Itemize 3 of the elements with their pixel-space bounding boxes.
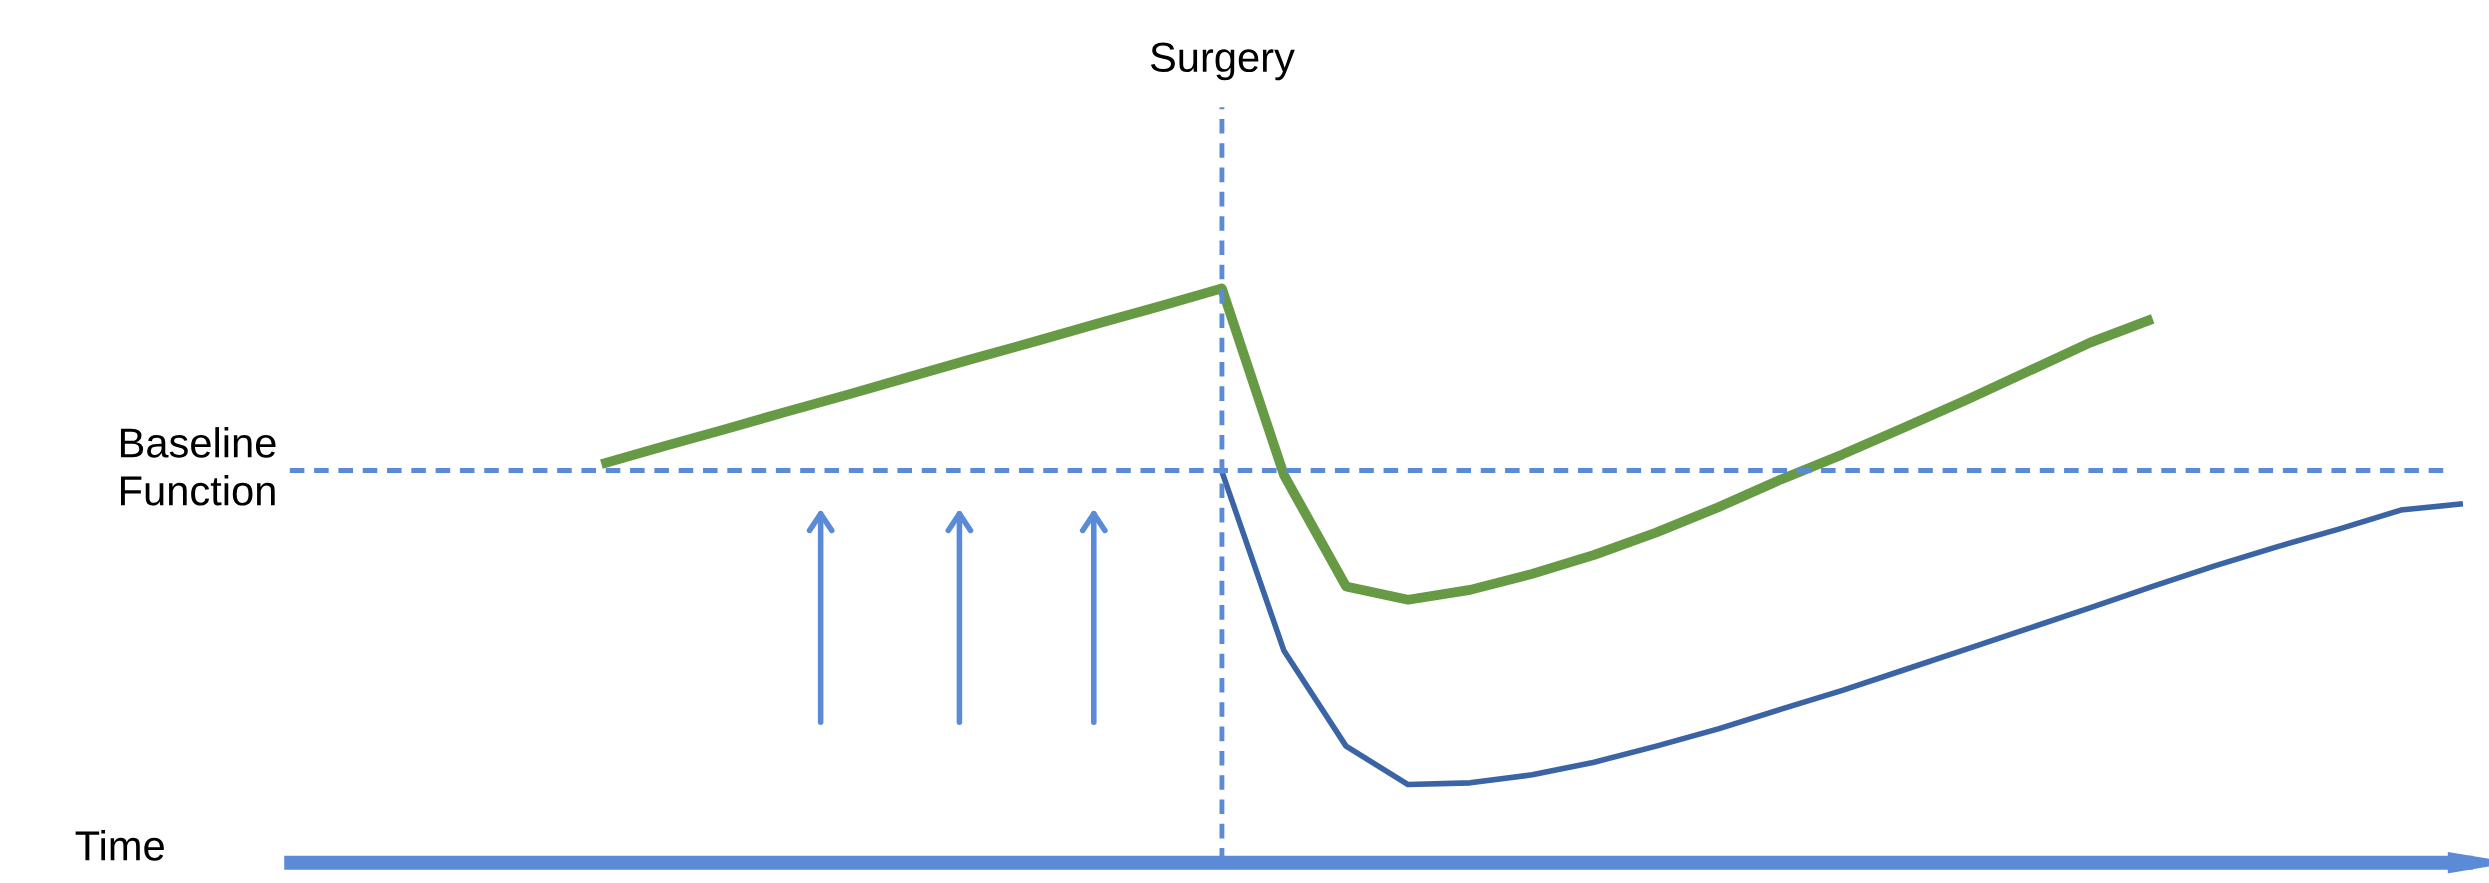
text: Surgery xyxy=(1150,42,1295,81)
ref-line-label: Baseline Function xyxy=(120,427,276,506)
x-axis-title: Time xyxy=(75,830,164,861)
